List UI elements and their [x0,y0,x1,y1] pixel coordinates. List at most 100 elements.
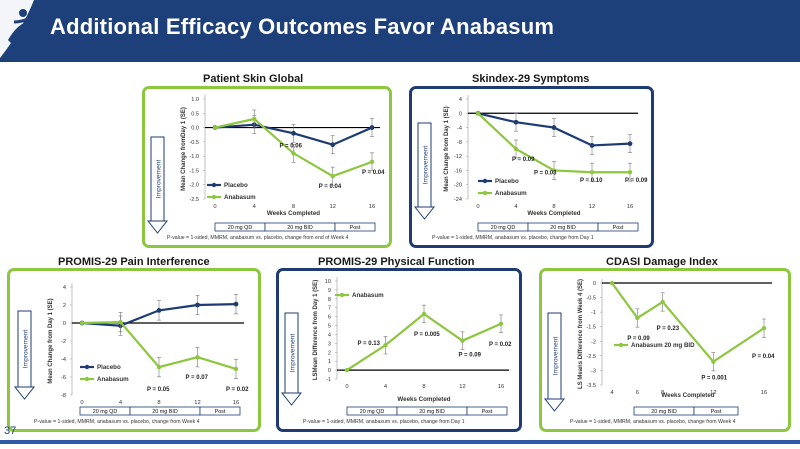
p-value-annotation: P = 0.03 [534,170,557,176]
anabasum-point [761,325,767,331]
y-axis-label: Mean Change from Day 1 (SE) [444,106,450,191]
y-tick-label: -8 [457,140,462,146]
y-tick-label: -2 [591,339,596,345]
y-tick-label: -1.0 [189,154,199,160]
chart-title-patient-skin-global: Patient Skin Global [203,73,304,85]
x-tick-label: 16 [369,204,375,210]
placebo-point [330,142,336,148]
y-tick-label: 0.5 [191,111,199,117]
y-tick-label: -20 [454,183,462,189]
x-axis-label: Weeks Completed [661,392,714,399]
x-tick-label: 12 [194,400,200,406]
y-tick-label: -16 [454,168,462,174]
series-line-anabasum [611,282,765,364]
improvement-arrow-head [146,220,169,234]
y-tick-label: 6 [328,315,331,321]
improvement-label: Improvement [23,330,30,369]
x-tick-label: 16 [761,390,767,396]
anabasum-point [421,311,427,317]
p-value-annotation: P = 0.04 [362,170,385,176]
y-tick-label: -4 [61,357,66,363]
y-tick-label: 0 [63,321,66,327]
dose-label: 20 mg BID [651,409,677,415]
chart-title-promis-pain: PROMIS-29 Pain Interference [58,256,210,268]
legend-label: Anabasum 20 mg BID [631,342,695,349]
x-axis-label: Weeks Completed [267,210,320,217]
y-tick-label: -2.5 [586,354,596,360]
p-value-annotation: P = 0.23 [657,326,680,332]
chart-title-skindex: Skindex-29 Symptoms [472,73,590,85]
dose-label: 20 mg QD [360,409,385,415]
dose-label: Post [482,409,493,415]
dose-label: 20 mg QD [228,225,253,231]
y-axis-label: LS Means Difference from Week 4 (SE) [578,279,584,389]
anabasum-point [627,170,633,175]
y-tick-label: -8 [61,393,66,399]
legend-label: Placebo [224,182,248,189]
chart-svg: 4 0 -4 -8 -12 -16 -20 -24 0 4 8 12 16 Weeks Completed… [413,95,648,241]
y-tick-label: -1.5 [189,168,199,174]
y-tick-label: 1.0 [191,97,199,103]
dose-label: Post [711,409,722,415]
p-value-annotation: P = 0.04 [752,354,775,360]
page-number: 37 [4,425,17,437]
placebo-point [233,301,239,307]
legend-marker [482,178,488,184]
anabasum-point [79,320,85,326]
legend-marker [211,182,217,188]
y-axis-label: LSMean Difference from Day 1 (SE) [313,280,319,380]
p-value-annotation: P = 0.09 [627,336,650,342]
dose-segment [597,222,639,232]
y-tick-label: 4 [63,285,66,291]
x-tick-label: 8 [292,204,295,210]
anabasum-point [212,125,218,130]
footer-line [0,440,800,444]
placebo-point [369,125,375,130]
legend-label: Anabasum [495,190,527,197]
anabasum-point [233,366,239,372]
y-tick-label: 5 [328,324,331,330]
y-tick-label: 0 [459,111,462,117]
p-value-annotation: P = 0.04 [319,184,342,190]
anabasum-point [475,111,481,116]
y-tick-label: -1 [326,377,331,383]
x-tick-label: 16 [627,204,633,210]
anabasum-point [195,355,200,360]
dose-segment [693,406,739,416]
dose-segment [334,222,376,232]
legend-label: Anabasum [97,376,129,383]
y-tick-label: -4 [457,126,462,132]
p-value-annotation: P = 0.02 [489,342,512,348]
chart-footnote: P-value = 1-sided, MMRM, anabasum vs. pl… [303,419,465,425]
improvement-arrow-head [543,398,566,412]
anabasum-point [460,338,465,343]
placebo-point [589,143,595,148]
legend-label: Anabasum [352,292,384,299]
x-tick-label: 8 [157,400,160,406]
chart-footnote: P-value = 1-sided, MMRM, anabasum vs. pl… [432,235,594,241]
anabasum-point [118,319,123,325]
p-value-annotation: P = 0.09 [459,353,482,359]
dose-segment [199,406,241,416]
improvement-arrow-head [280,392,303,406]
page-title: Additional Efficacy Outcomes Favor Anaba… [50,14,555,39]
x-axis-label: Weeks Completed [397,396,450,403]
legend-label: Placebo [97,364,121,371]
header-bar: Additional Efficacy Outcomes Favor Anaba… [0,0,800,62]
p-value-annotation: P = 0.13 [358,341,381,347]
legend-marker [618,342,624,348]
improvement-label: Improvement [423,146,430,185]
chart-panel-promis-physical: 10 9 8 7 6 5 4 3 2 1 0 -1 0 4 8 12 16 Weeks Completed LSMe… [276,268,522,432]
chart-title-promis-physical: PROMIS-29 Physical Function [318,256,475,268]
x-tick-label: 4 [514,204,518,210]
y-tick-label: 7 [328,306,331,312]
chart-footnote: P-value = 1-sided, MMRM, anabasum vs. pl… [34,419,200,425]
x-tick-label: 16 [498,384,504,390]
x-tick-label: 4 [384,384,388,390]
anabasum-point [609,280,615,286]
p-value-annotation: P = 0.06 [280,143,303,149]
x-tick-label: 12 [459,384,465,390]
